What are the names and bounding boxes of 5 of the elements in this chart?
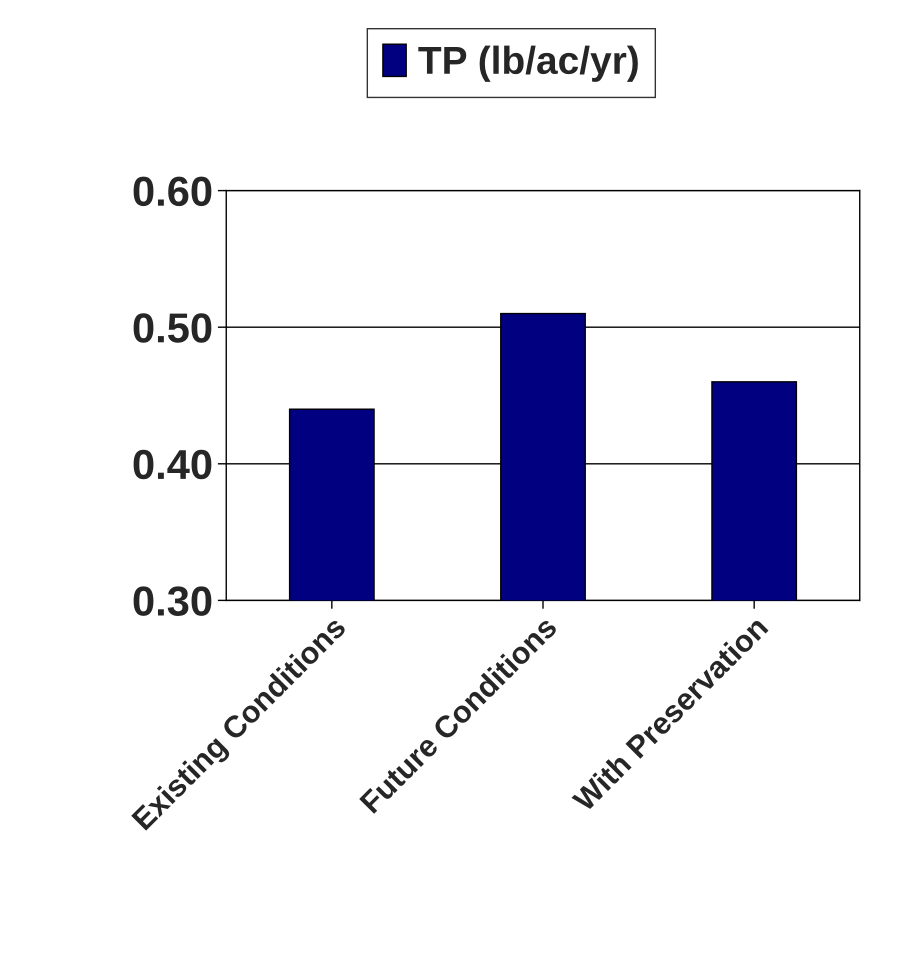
- legend-label: TP (lb/ac/yr): [418, 46, 638, 82]
- y-tick-label: 0.50: [134, 313, 212, 343]
- y-tick-label: 0.40: [134, 450, 212, 480]
- y-tick-label: 0.30: [134, 586, 212, 616]
- y-tick-label: 0.60: [134, 176, 212, 206]
